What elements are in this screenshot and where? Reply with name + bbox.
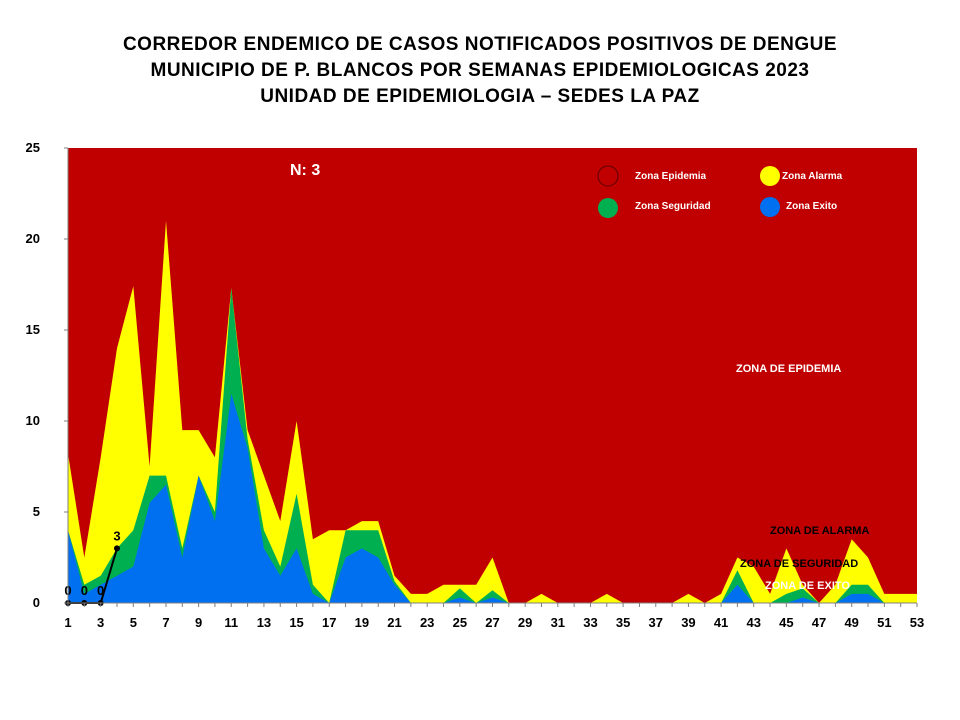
- plot-area: 0003: [64, 148, 917, 606]
- zone-area-exito: [68, 393, 917, 603]
- y-tick-label: 0: [33, 595, 40, 610]
- y-tick-label: 20: [26, 231, 40, 246]
- legend-label-exito: Zona Exito: [786, 201, 837, 212]
- x-tick-label: 23: [420, 615, 434, 630]
- legend-item-exito: Zona Exito: [760, 197, 837, 217]
- x-tick-label: 17: [322, 615, 336, 630]
- y-tick-label: 10: [26, 413, 40, 428]
- legend-swatch-seguridad: [598, 198, 618, 218]
- legend-label-seguridad: Zona Seguridad: [635, 201, 711, 212]
- x-tick-label: 27: [485, 615, 499, 630]
- x-tick-label: 25: [453, 615, 467, 630]
- x-tick-label: 35: [616, 615, 630, 630]
- legend-item-alarma: Zona Alarma: [760, 166, 843, 186]
- y-tick-label: 5: [33, 504, 40, 519]
- zone-label-epidemia: ZONA DE EPIDEMIA: [736, 363, 841, 375]
- x-tick-label: 13: [257, 615, 271, 630]
- x-tick-label: 47: [812, 615, 826, 630]
- legend-swatch-epidemia: [597, 165, 619, 187]
- x-tick-label: 41: [714, 615, 728, 630]
- x-tick-label: 19: [355, 615, 369, 630]
- legend-item-seguridad: Zona Seguridad: [598, 198, 711, 218]
- x-tick-label: 49: [844, 615, 858, 630]
- legend-item-epidemia: Zona Epidemia: [597, 165, 707, 187]
- x-tick-label: 3: [97, 615, 104, 630]
- x-tick-label: 29: [518, 615, 532, 630]
- x-tick-label: 31: [551, 615, 565, 630]
- annotations: N: 3 Zona Epidemia Zona Alarma Zona Segu…: [290, 162, 869, 592]
- observed-point: [113, 545, 120, 552]
- x-tick-label: 15: [289, 615, 303, 630]
- x-tick-label: 39: [681, 615, 695, 630]
- x-tick-label: 37: [649, 615, 663, 630]
- observed-value-label: 0: [97, 583, 104, 598]
- y-tick-label: 15: [26, 322, 40, 337]
- x-tick-label: 11: [224, 615, 238, 630]
- x-tick-label: 7: [162, 615, 169, 630]
- title-line-1: CORREDOR ENDEMICO DE CASOS NOTIFICADOS P…: [122, 34, 838, 55]
- legend: Zona Epidemia Zona Alarma Zona Seguridad…: [597, 165, 843, 218]
- x-tick-label: 21: [387, 615, 401, 630]
- zone-label-seguridad: ZONA DE SEGURIDAD: [740, 558, 858, 570]
- observed-value-label: 0: [81, 583, 88, 598]
- title-line-2: MUNICIPIO DE P. BLANCOS POR SEMANAS EPID…: [150, 60, 810, 81]
- n-count-label: N: 3: [290, 162, 320, 179]
- x-tick-label: 43: [746, 615, 760, 630]
- observed-value-label: 3: [113, 528, 120, 543]
- legend-swatch-exito: [760, 197, 780, 217]
- y-tick-label: 25: [26, 140, 40, 155]
- x-tick-label: 51: [877, 615, 891, 630]
- chart-title: CORREDOR ENDEMICO DE CASOS NOTIFICADOS P…: [0, 32, 960, 110]
- zone-label-alarma: ZONA DE ALARMA: [770, 525, 869, 537]
- x-tick-label: 45: [779, 615, 793, 630]
- x-tick-label: 9: [195, 615, 202, 630]
- zone-label-exito: ZONA DE EXITO: [765, 580, 850, 592]
- x-tick-label: 5: [130, 615, 137, 630]
- x-tick-label: 53: [910, 615, 924, 630]
- legend-swatch-alarma: [760, 166, 780, 186]
- title-line-3: UNIDAD DE EPIDEMIOLOGIA – SEDES LA PAZ: [260, 86, 700, 107]
- x-tick-label: 1: [64, 615, 71, 630]
- legend-label-alarma: Zona Alarma: [782, 171, 843, 182]
- legend-label-epidemia: Zona Epidemia: [635, 171, 707, 182]
- x-tick-label: 33: [583, 615, 597, 630]
